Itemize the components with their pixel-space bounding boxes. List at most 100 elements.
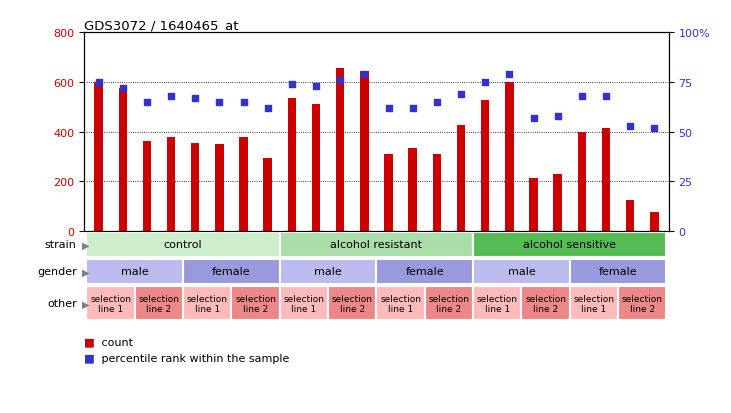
Text: strain: strain bbox=[45, 240, 77, 250]
Text: selection
line 2: selection line 2 bbox=[525, 294, 566, 313]
Text: ▶: ▶ bbox=[82, 299, 89, 309]
Bar bbox=[473, 287, 521, 320]
Text: GDS3072 / 1640465_at: GDS3072 / 1640465_at bbox=[84, 19, 238, 32]
Bar bbox=[86, 259, 183, 284]
Bar bbox=[433, 154, 441, 231]
Text: female: female bbox=[406, 267, 444, 277]
Text: female: female bbox=[212, 267, 251, 277]
Bar bbox=[376, 287, 425, 320]
Text: selection
line 1: selection line 1 bbox=[380, 294, 421, 313]
Bar bbox=[239, 137, 248, 231]
Bar bbox=[569, 259, 667, 284]
Bar bbox=[521, 287, 569, 320]
Bar bbox=[167, 137, 175, 231]
Point bbox=[286, 81, 298, 88]
Bar bbox=[135, 287, 183, 320]
Bar bbox=[650, 213, 659, 231]
Bar bbox=[94, 83, 103, 231]
Bar bbox=[143, 142, 151, 231]
Bar bbox=[505, 83, 514, 231]
Point bbox=[238, 99, 249, 106]
Bar bbox=[280, 233, 473, 257]
Text: selection
line 1: selection line 1 bbox=[573, 294, 615, 313]
Bar bbox=[328, 287, 376, 320]
Bar bbox=[336, 69, 344, 231]
Bar bbox=[280, 259, 376, 284]
Bar bbox=[86, 287, 135, 320]
Text: male: male bbox=[121, 267, 148, 277]
Bar bbox=[232, 287, 280, 320]
Text: control: control bbox=[164, 240, 202, 250]
Point bbox=[407, 105, 419, 112]
Point bbox=[455, 91, 467, 98]
Point bbox=[624, 123, 636, 130]
Text: selection
line 1: selection line 1 bbox=[284, 294, 325, 313]
Bar bbox=[626, 200, 635, 231]
Text: male: male bbox=[314, 267, 342, 277]
Text: selection
line 2: selection line 2 bbox=[428, 294, 469, 313]
Point bbox=[189, 95, 201, 102]
Text: ■  percentile rank within the sample: ■ percentile rank within the sample bbox=[84, 353, 289, 363]
Text: selection
line 2: selection line 2 bbox=[138, 294, 180, 313]
Text: ▶: ▶ bbox=[82, 267, 89, 277]
Point bbox=[262, 105, 273, 112]
Bar bbox=[288, 99, 296, 231]
Point bbox=[117, 85, 129, 92]
Point bbox=[213, 99, 225, 106]
Bar bbox=[263, 158, 272, 231]
Point bbox=[310, 83, 322, 90]
Point bbox=[552, 113, 564, 120]
Bar bbox=[553, 174, 562, 231]
Bar bbox=[473, 259, 569, 284]
Bar bbox=[618, 287, 667, 320]
Point bbox=[431, 99, 443, 106]
Bar bbox=[577, 132, 586, 231]
Bar bbox=[86, 233, 280, 257]
Bar bbox=[118, 89, 127, 231]
Text: selection
line 1: selection line 1 bbox=[477, 294, 518, 313]
Bar bbox=[409, 148, 417, 231]
Bar bbox=[183, 287, 232, 320]
Bar bbox=[360, 71, 368, 231]
Point bbox=[576, 93, 588, 100]
Point bbox=[600, 93, 612, 100]
Text: ▶: ▶ bbox=[82, 240, 89, 250]
Point bbox=[528, 115, 539, 122]
Point bbox=[480, 79, 491, 86]
Text: alcohol resistant: alcohol resistant bbox=[330, 240, 423, 250]
Text: ■: ■ bbox=[84, 337, 94, 347]
Point bbox=[504, 71, 515, 78]
Bar bbox=[280, 287, 328, 320]
Bar bbox=[312, 105, 320, 231]
Bar bbox=[425, 287, 473, 320]
Bar bbox=[481, 101, 490, 231]
Text: selection
line 2: selection line 2 bbox=[332, 294, 373, 313]
Text: selection
line 1: selection line 1 bbox=[187, 294, 228, 313]
Point bbox=[648, 125, 660, 132]
Bar bbox=[602, 128, 610, 231]
Point bbox=[334, 77, 346, 84]
Point bbox=[93, 79, 105, 86]
Point bbox=[358, 71, 370, 78]
Point bbox=[141, 99, 153, 106]
Bar bbox=[191, 143, 200, 231]
Bar bbox=[183, 259, 280, 284]
Bar bbox=[376, 259, 473, 284]
Text: female: female bbox=[599, 267, 637, 277]
Point bbox=[383, 105, 395, 112]
Bar bbox=[473, 233, 667, 257]
Text: selection
line 2: selection line 2 bbox=[235, 294, 276, 313]
Text: ■  count: ■ count bbox=[84, 337, 133, 347]
Text: gender: gender bbox=[37, 267, 77, 277]
Text: other: other bbox=[47, 299, 77, 309]
Point bbox=[165, 93, 177, 100]
Bar bbox=[569, 287, 618, 320]
Bar bbox=[457, 126, 465, 231]
Text: alcohol sensitive: alcohol sensitive bbox=[523, 240, 616, 250]
Text: ■: ■ bbox=[84, 353, 94, 363]
Bar bbox=[529, 178, 538, 231]
Text: selection
line 2: selection line 2 bbox=[622, 294, 663, 313]
Text: selection
line 1: selection line 1 bbox=[90, 294, 131, 313]
Bar bbox=[385, 154, 393, 231]
Bar bbox=[215, 145, 224, 231]
